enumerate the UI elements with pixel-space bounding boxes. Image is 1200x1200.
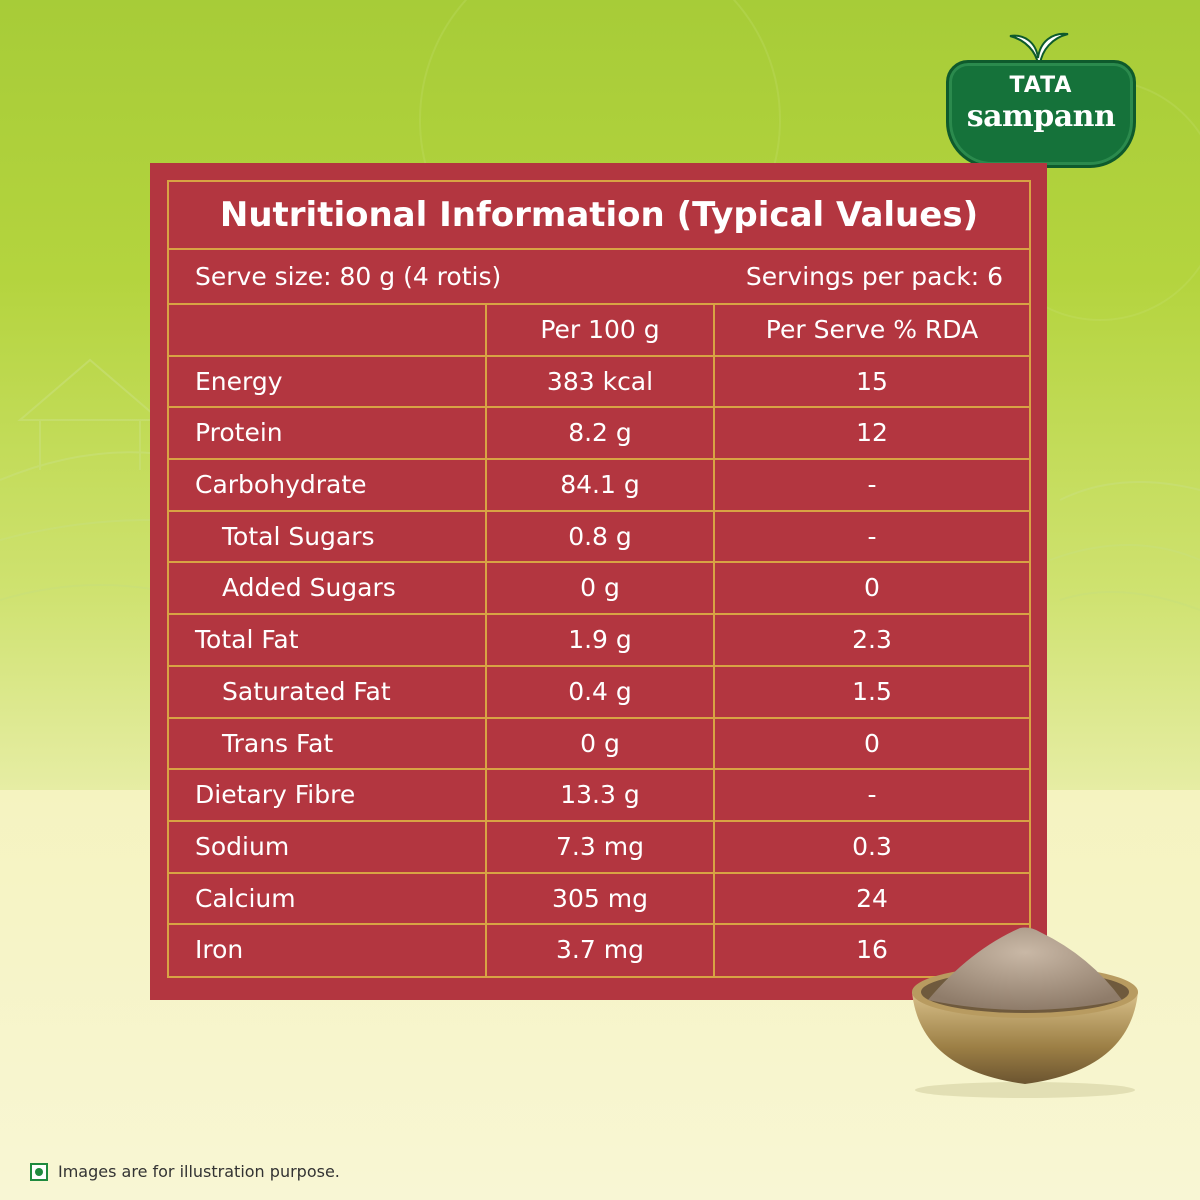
- nutrient-rda: 15: [713, 356, 1029, 407]
- nutrient-per-100g: 0.4 g: [485, 666, 713, 717]
- nutrient-rda: 1.5: [713, 666, 1029, 717]
- nutrient-per-100g: 84.1 g: [485, 460, 713, 510]
- table-row: Added Sugars 0 g 0: [169, 563, 1029, 616]
- table-row: Dietary Fibre 13.3 g -: [169, 770, 1029, 822]
- logo-text-tata: TATA: [1009, 73, 1073, 98]
- header-nutrient: [169, 305, 485, 355]
- nutrient-name: Sodium: [195, 831, 290, 861]
- nutrient-name: Trans Fat: [222, 728, 334, 758]
- table-row: Carbohydrate 84.1 g -: [169, 460, 1029, 512]
- table-row: Total Sugars 0.8 g -: [169, 511, 1029, 564]
- flour-bowl-image: [912, 927, 1138, 1098]
- nutrition-title: Nutritional Information (Typical Values): [169, 182, 1029, 250]
- nutrient-per-100g: 383 kcal: [485, 356, 713, 407]
- nutrition-panel: Nutritional Information (Typical Values)…: [167, 180, 1031, 978]
- nutrient-rda: -: [713, 460, 1029, 510]
- nutrient-per-100g: 0.8 g: [485, 511, 713, 562]
- nutrient-per-100g: 3.7 mg: [485, 925, 713, 977]
- nutrient-name: Carbohydrate: [195, 470, 367, 500]
- logo-text-sampann: sampann: [966, 99, 1116, 134]
- nutrient-per-100g: 0 g: [485, 718, 713, 769]
- header-per-100g: Per 100 g: [485, 305, 713, 355]
- nutrient-name: Energy: [195, 366, 283, 396]
- serve-info-row: Serve size: 80 g (4 rotis) Servings per …: [169, 250, 1029, 305]
- servings-per-pack: Servings per pack: 6: [745, 262, 1003, 291]
- disclaimer-text: Images are for illustration purpose.: [58, 1162, 340, 1181]
- table-row: Protein 8.2 g 12: [169, 408, 1029, 461]
- nutrient-per-100g: 0 g: [485, 563, 713, 614]
- nutrient-name: Protein: [195, 418, 283, 448]
- header-per-serve-rda: Per Serve % RDA: [713, 305, 1029, 355]
- nutrient-per-100g: 1.9 g: [485, 615, 713, 665]
- nutrient-name: Dietary Fibre: [195, 780, 356, 810]
- serve-size: Serve size: 80 g (4 rotis): [195, 262, 502, 291]
- nutrient-rda: 0.3: [713, 821, 1029, 872]
- nutrient-rda: -: [713, 511, 1029, 562]
- leaf-icon: [1009, 32, 1069, 65]
- nutrient-per-100g: 13.3 g: [485, 770, 713, 820]
- table-row: Saturated Fat 0.4 g 1.5: [169, 666, 1029, 719]
- table-row: Trans Fat 0 g 0: [169, 718, 1029, 771]
- nutrient-name: Calcium: [195, 883, 296, 913]
- nutrient-name: Added Sugars: [222, 573, 396, 603]
- logo-badge: TATA sampann: [946, 60, 1136, 168]
- table-row: Iron 3.7 mg 16: [169, 925, 1029, 977]
- nutrient-name: Total Fat: [195, 625, 299, 655]
- tata-sampann-logo: TATA sampann: [940, 28, 1136, 168]
- nutrient-rda: 0: [713, 563, 1029, 614]
- veg-symbol-icon: [30, 1163, 48, 1181]
- nutrition-table: Per 100 g Per Serve % RDA Energy 383 kca…: [169, 305, 1029, 977]
- table-row: Sodium 7.3 mg 0.3: [169, 821, 1029, 874]
- nutrient-rda: 12: [713, 408, 1029, 459]
- nutrition-card: Nutritional Information (Typical Values)…: [150, 163, 1047, 1000]
- nutrient-rda: 0: [713, 718, 1029, 769]
- nutrient-per-100g: 305 mg: [485, 873, 713, 924]
- table-row: Calcium 305 mg 24: [169, 873, 1029, 926]
- table-row: Total Fat 1.9 g 2.3: [169, 615, 1029, 667]
- nutrient-name: Total Sugars: [222, 521, 375, 551]
- nutrient-name: Iron: [195, 935, 244, 965]
- nutrient-rda: 2.3: [713, 615, 1029, 665]
- nutrient-rda: 16: [713, 925, 1029, 977]
- nutrient-per-100g: 7.3 mg: [485, 821, 713, 872]
- veg-dot: [35, 1168, 43, 1176]
- nutrient-rda: 24: [713, 873, 1029, 924]
- nutrient-name: Saturated Fat: [222, 676, 391, 706]
- nutrient-rda: -: [713, 770, 1029, 820]
- table-header-row: Per 100 g Per Serve % RDA: [169, 305, 1029, 357]
- table-row: Energy 383 kcal 15: [169, 356, 1029, 409]
- nutrient-per-100g: 8.2 g: [485, 408, 713, 459]
